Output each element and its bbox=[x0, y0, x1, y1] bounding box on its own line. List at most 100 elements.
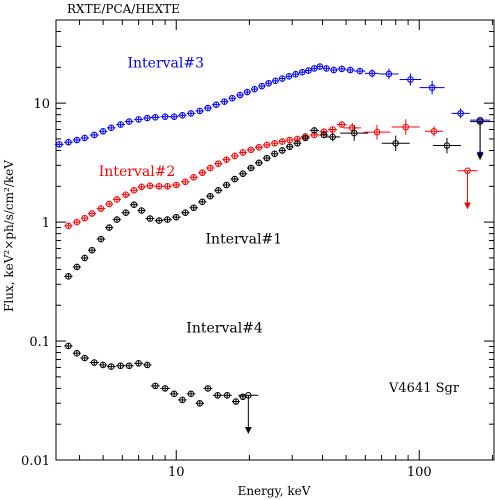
data-point bbox=[350, 129, 358, 137]
data-point bbox=[204, 104, 212, 112]
data-point bbox=[329, 133, 336, 141]
data-point bbox=[265, 79, 272, 87]
data-point bbox=[305, 67, 312, 74]
data-point bbox=[135, 116, 142, 123]
data-point bbox=[146, 215, 154, 222]
series-interval-1 bbox=[64, 118, 491, 280]
data-point bbox=[152, 382, 159, 390]
data-point bbox=[263, 141, 271, 149]
data-point bbox=[99, 127, 107, 135]
data-point bbox=[113, 196, 121, 203]
data-point bbox=[81, 354, 88, 362]
data-point bbox=[122, 209, 130, 216]
data-point bbox=[215, 160, 222, 167]
data-point bbox=[198, 169, 206, 177]
data-point bbox=[81, 214, 88, 222]
data-point bbox=[65, 138, 72, 146]
series-label: Interval#3 bbox=[127, 55, 204, 71]
data-point bbox=[320, 131, 328, 139]
data-point bbox=[278, 138, 286, 145]
data-point bbox=[392, 139, 399, 147]
data-point bbox=[135, 360, 142, 367]
data-point bbox=[164, 216, 171, 223]
data-point bbox=[285, 73, 293, 80]
data-point bbox=[356, 67, 364, 75]
data-point bbox=[143, 114, 151, 122]
data-point bbox=[65, 222, 72, 230]
data-point bbox=[231, 152, 239, 160]
data-point bbox=[113, 216, 121, 223]
data-point bbox=[187, 110, 195, 117]
data-point bbox=[65, 273, 72, 280]
data-point bbox=[330, 66, 338, 74]
data-point bbox=[172, 213, 180, 221]
data-point bbox=[130, 187, 138, 194]
data-point bbox=[251, 85, 258, 93]
data-point bbox=[278, 75, 286, 82]
data-point bbox=[155, 217, 163, 224]
data-point bbox=[223, 391, 231, 399]
data-point bbox=[138, 207, 145, 214]
data-point bbox=[81, 254, 88, 262]
data-point bbox=[164, 182, 171, 190]
data-point bbox=[221, 98, 228, 105]
data-point bbox=[88, 246, 96, 254]
data-point bbox=[105, 224, 113, 231]
data-point bbox=[125, 118, 133, 125]
data-series bbox=[54, 63, 491, 434]
data-point bbox=[73, 349, 81, 357]
data-point bbox=[152, 114, 159, 121]
data-point bbox=[81, 134, 88, 142]
x-tick-label: 10 bbox=[168, 465, 185, 480]
data-point bbox=[311, 127, 318, 134]
data-point bbox=[430, 127, 438, 135]
data-point bbox=[298, 68, 306, 76]
data-point bbox=[243, 88, 251, 96]
data-point bbox=[161, 385, 169, 392]
series-label: Interval#1 bbox=[206, 232, 283, 248]
data-point bbox=[170, 113, 178, 120]
data-point bbox=[172, 181, 180, 189]
data-point bbox=[170, 390, 178, 398]
data-point bbox=[428, 84, 436, 91]
series-interval-4 bbox=[64, 342, 259, 434]
data-point bbox=[239, 170, 247, 178]
series-label: Interval#4 bbox=[186, 320, 263, 336]
data-point bbox=[346, 66, 354, 74]
data-point bbox=[198, 198, 206, 206]
x-tick-label: 100 bbox=[407, 465, 432, 480]
data-point bbox=[117, 121, 124, 128]
data-point bbox=[196, 399, 204, 407]
y-axis-label: Flux, keV²×ph/s/cm²/keV bbox=[2, 160, 16, 312]
data-point bbox=[232, 398, 240, 405]
upper-limit-arrow-head bbox=[244, 427, 252, 434]
axis-tick-labels: 10 100 0.01 0.1 1 10 bbox=[21, 97, 432, 480]
data-point bbox=[204, 385, 212, 392]
data-point bbox=[316, 63, 324, 70]
data-point bbox=[73, 136, 81, 144]
data-point bbox=[272, 77, 279, 85]
data-point bbox=[236, 91, 244, 99]
data-point bbox=[228, 94, 236, 102]
data-point bbox=[125, 362, 133, 370]
data-point bbox=[286, 143, 293, 151]
data-point bbox=[338, 121, 346, 128]
series-label: Interval#2 bbox=[99, 164, 176, 180]
data-point bbox=[190, 204, 198, 212]
data-point bbox=[107, 124, 115, 132]
data-point bbox=[255, 144, 263, 151]
data-point bbox=[212, 101, 220, 109]
data-point bbox=[107, 363, 115, 370]
data-point bbox=[146, 182, 154, 190]
data-point bbox=[88, 210, 96, 217]
plot-frame bbox=[55, 19, 495, 461]
data-point bbox=[457, 110, 464, 117]
data-point bbox=[179, 396, 186, 404]
axis-ticks bbox=[56, 19, 494, 461]
data-point bbox=[215, 187, 222, 194]
data-point bbox=[206, 164, 214, 172]
data-point bbox=[223, 181, 230, 189]
data-point bbox=[247, 146, 255, 154]
data-point bbox=[239, 149, 247, 156]
series-labels: Interval#3 Interval#2 Interval#1 Interval#4 bbox=[99, 55, 282, 336]
